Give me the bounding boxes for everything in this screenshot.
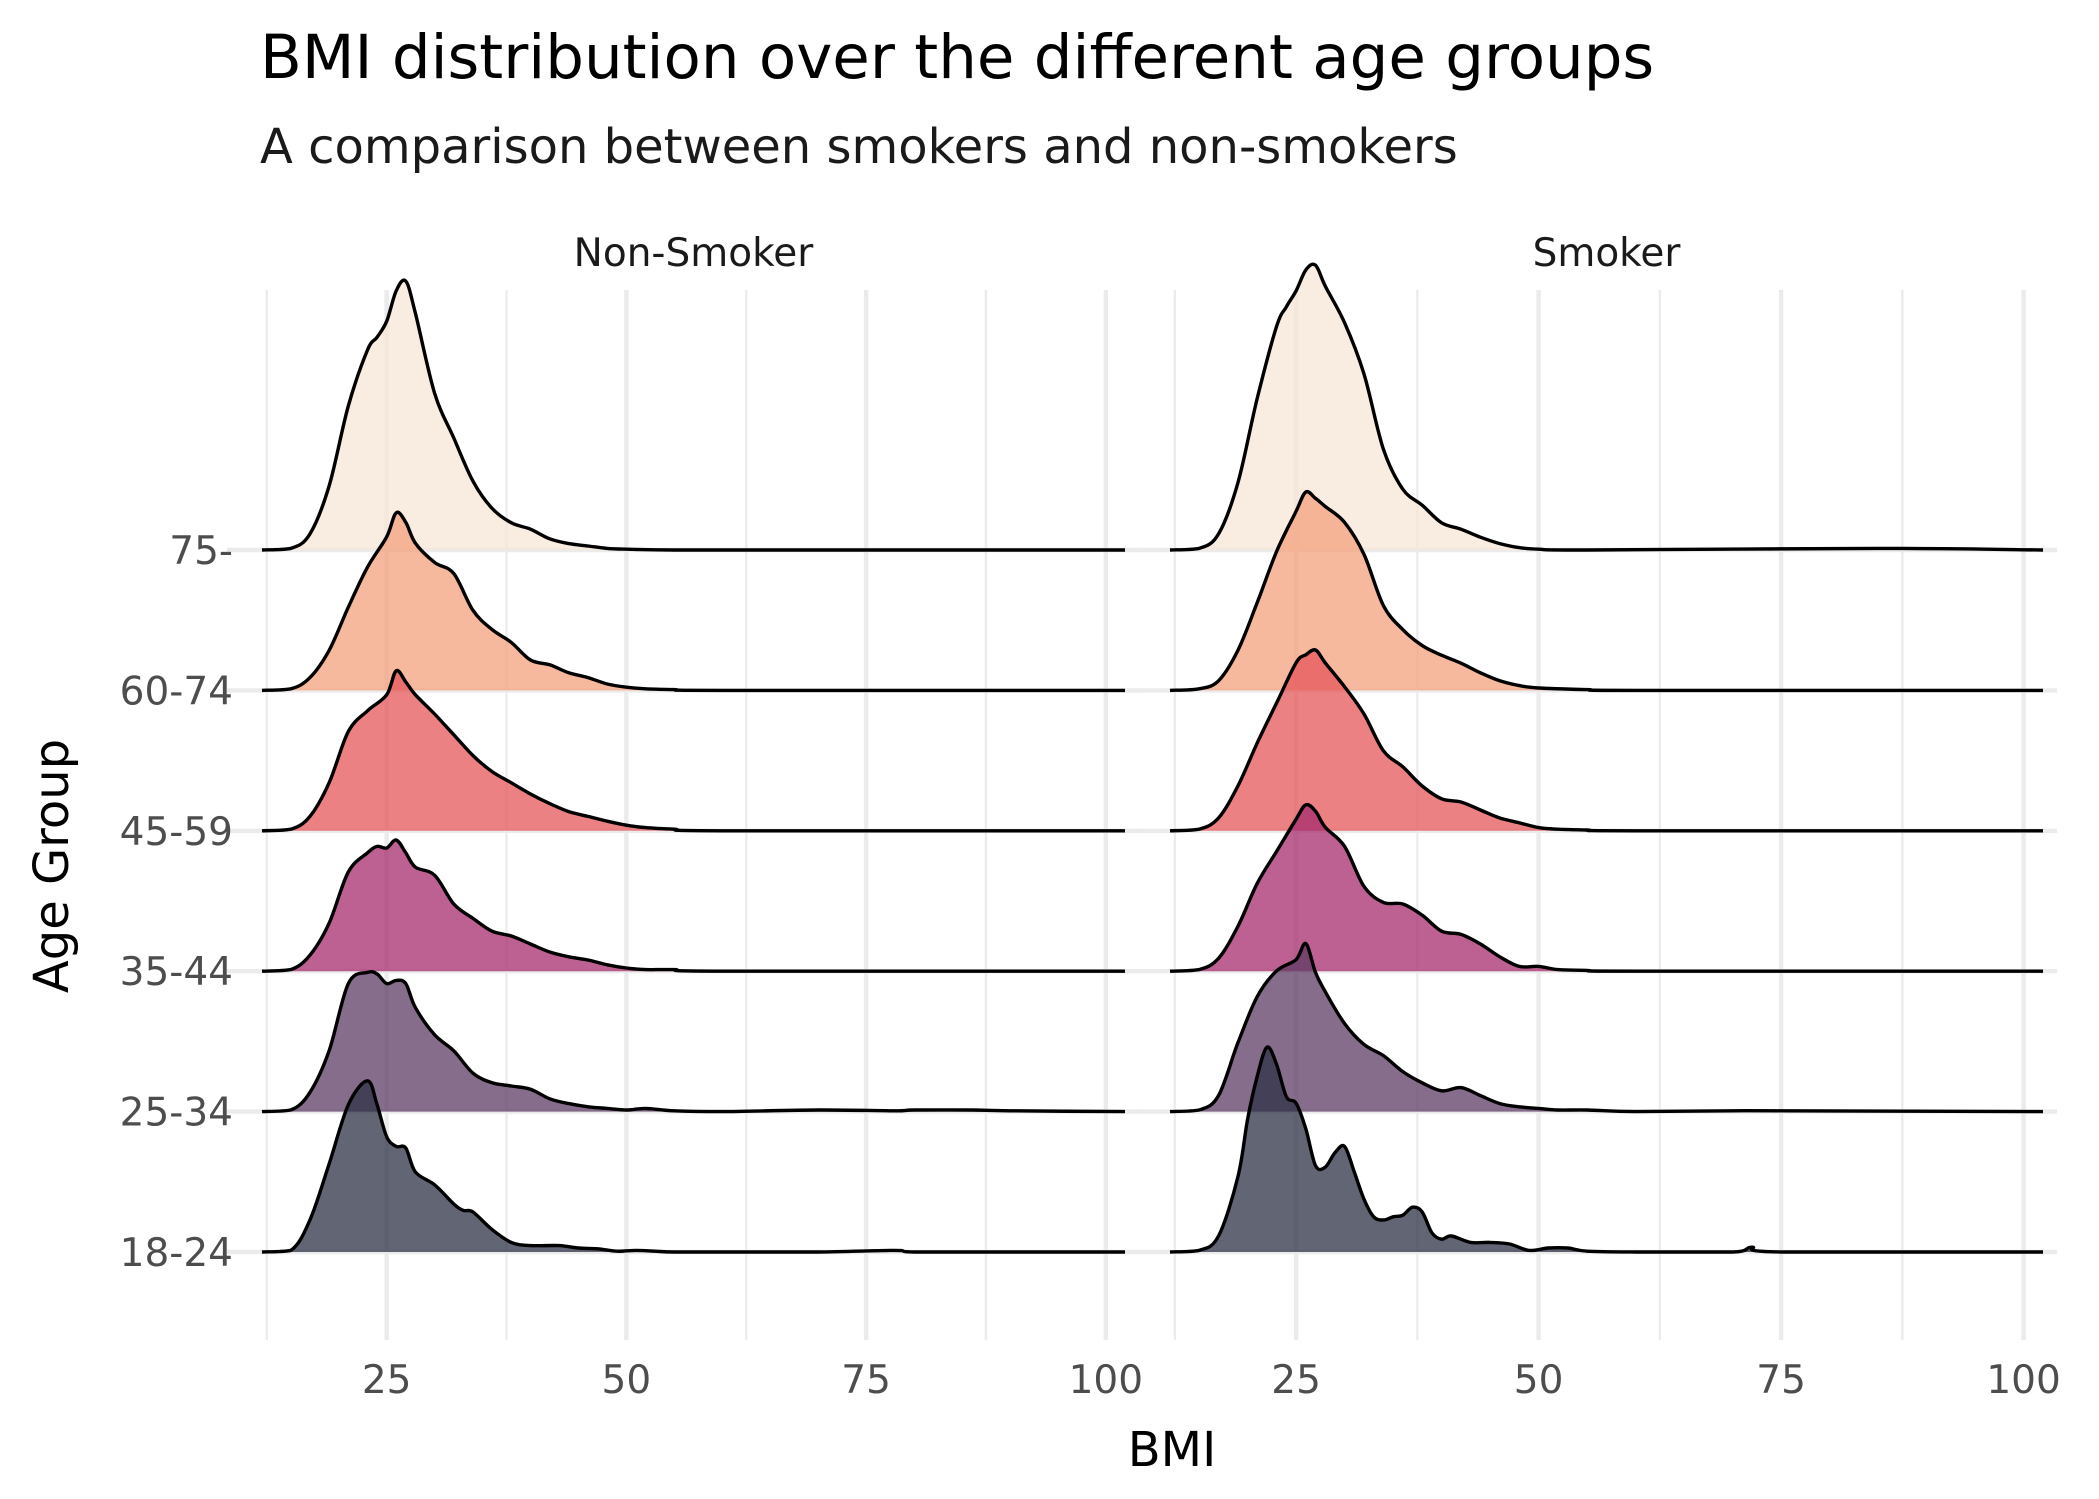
facet-strip-label: Non-Smoker xyxy=(574,231,815,276)
ridge-area-75- xyxy=(1170,264,2043,550)
ridge-line-75- xyxy=(261,278,1125,552)
ridge-line-60-74 xyxy=(261,510,1125,693)
ridge-line-25-34 xyxy=(261,970,1126,1114)
ridge-area-25-34 xyxy=(262,971,1125,1112)
ridge-line-75- xyxy=(1169,262,2044,552)
ridge-line-45-59 xyxy=(261,668,1125,833)
y-tick-label: 18-24 xyxy=(120,1231,233,1276)
ridge-area-60-74 xyxy=(262,512,1125,691)
y-tick-label: 25-34 xyxy=(120,1091,233,1136)
x-tick-label: 25 xyxy=(1271,1358,1321,1403)
y-axis-title: Age Group xyxy=(24,739,80,993)
ridge-area-18-24 xyxy=(262,1080,1125,1252)
ridge-line-25-34 xyxy=(1169,941,2044,1114)
y-tick-label: 35-44 xyxy=(120,950,233,995)
x-tick-label: 50 xyxy=(602,1358,652,1403)
x-tick-label: 100 xyxy=(1986,1358,2060,1403)
ridge-area-18-24 xyxy=(1170,1046,2043,1252)
ridge-area-45-59 xyxy=(262,670,1125,831)
x-tick-label: 75 xyxy=(1756,1358,1806,1403)
facet-panel-smoker: Smoker 25 50 75 100 xyxy=(1135,231,2061,1403)
ridge-area-35-44 xyxy=(1170,804,2043,972)
ridge-area-35-44 xyxy=(262,839,1125,972)
chart-title: BMI distribution over the different age … xyxy=(260,22,1654,93)
x-tick-label: 75 xyxy=(841,1358,891,1403)
ridge-area-45-59 xyxy=(1170,649,2043,831)
ridge-line-18-24 xyxy=(261,1079,1125,1254)
ridge-line-45-59 xyxy=(1169,648,2043,833)
ridge-line-60-74 xyxy=(1169,489,2043,693)
y-tick-label: 75- xyxy=(169,529,233,574)
facet-strip-label: Smoker xyxy=(1533,231,1682,276)
x-tick-label: 100 xyxy=(1069,1358,1143,1403)
x-tick-label: 50 xyxy=(1514,1358,1564,1403)
ridge-area-60-74 xyxy=(1170,491,2043,691)
chart-subtitle: A comparison between smokers and non-smo… xyxy=(260,119,1458,175)
facet-panel-non-smoker: Non-Smoker 25 50 75 100 xyxy=(227,231,1143,1403)
x-tick-label: 25 xyxy=(362,1358,412,1403)
ridge-line-18-24 xyxy=(1169,1045,2043,1254)
y-axis-ticks: 18-24 25-34 35-44 45-59 60-74 75- xyxy=(120,529,233,1276)
y-tick-label: 45-59 xyxy=(120,810,233,855)
ridge-line-35-44 xyxy=(261,838,1125,973)
y-tick-label: 60-74 xyxy=(120,669,233,714)
ridge-line-35-44 xyxy=(1169,802,2043,973)
ridge-area-75- xyxy=(262,280,1125,550)
x-axis-title: BMI xyxy=(1128,1422,1217,1478)
facet-panels: Non-Smoker 25 50 75 100 Smoker 25 50 75 100 xyxy=(227,231,2061,1403)
ridge-area-25-34 xyxy=(1170,943,2043,1112)
